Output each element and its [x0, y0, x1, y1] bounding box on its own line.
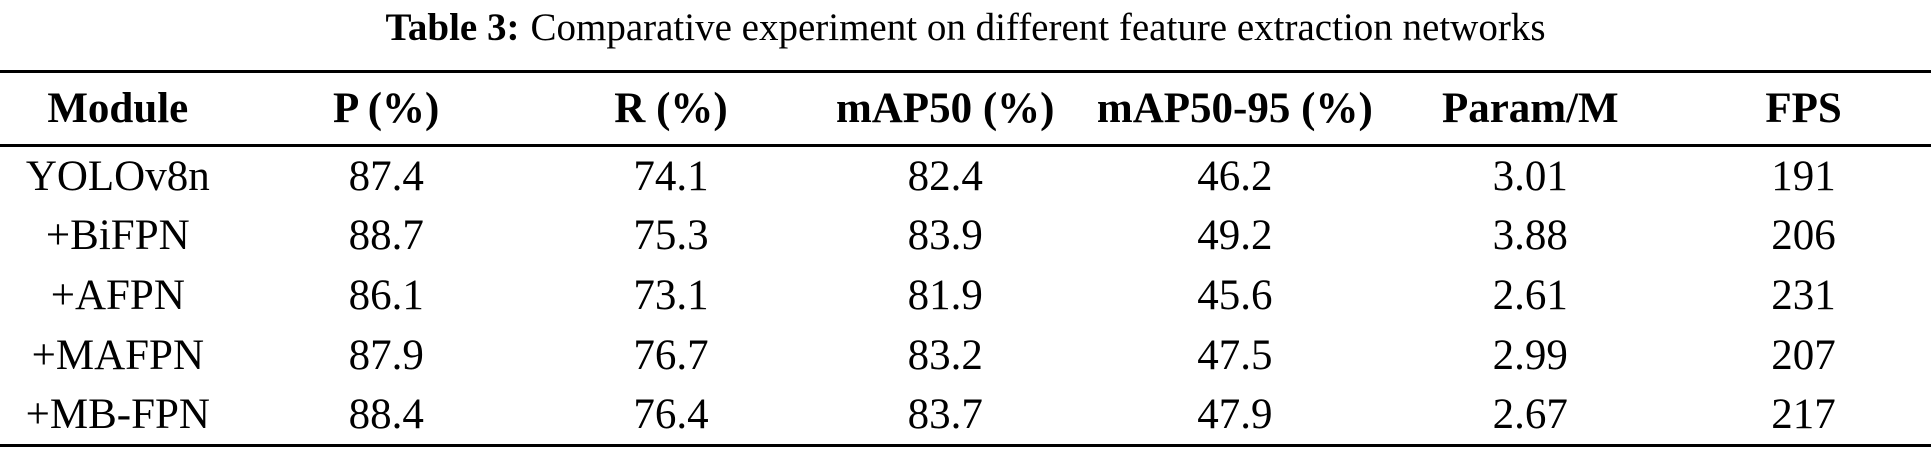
cell-param: 2.67	[1492, 391, 1568, 439]
table-row-afpn: +AFPN 86.1 73.1 81.9 45.6 2.61 231	[0, 266, 1931, 326]
cell-param: 2.99	[1492, 332, 1568, 379]
cell-fps: 207	[1771, 332, 1836, 379]
cell-r: 76.7	[633, 332, 709, 379]
cell-p: 87.9	[348, 332, 424, 379]
cell-module: +MAFPN	[31, 332, 204, 379]
table-caption: Table 3: Comparative experiment on differ…	[0, 0, 1931, 70]
cell-module: +MB-FPN	[25, 391, 210, 439]
cell-r: 75.3	[633, 212, 709, 259]
cell-p: 88.4	[348, 391, 424, 439]
column-header-fps: FPS	[1676, 71, 1931, 147]
table-row-mb-fpn: +MB-FPN 88.4 76.4 83.7 47.9 2.67 217	[0, 386, 1931, 446]
cell-p: 86.1	[348, 272, 424, 319]
table-row-mafpn: +MAFPN 87.9 76.7 83.2 47.5 2.99 207	[0, 326, 1931, 386]
cell-r: 76.4	[633, 391, 709, 439]
column-header-r: R (%)	[536, 71, 806, 147]
cell-r: 74.1	[633, 152, 709, 200]
column-header-map50-95: mAP50-95 (%)	[1085, 71, 1385, 147]
cell-module: +AFPN	[50, 272, 185, 319]
column-header-p: P (%)	[235, 71, 537, 147]
results-table: Module P (%) R (%) mAP50 (%) mAP50-95 (%…	[0, 70, 1931, 447]
table-row-bifpn: +BiFPN 88.7 75.3 83.9 49.2 3.88 206	[0, 206, 1931, 266]
cell-map50-95: 46.2	[1197, 152, 1273, 200]
cell-map50: 83.9	[907, 212, 983, 259]
cell-map50: 82.4	[907, 152, 983, 200]
cell-param: 2.61	[1492, 272, 1568, 319]
cell-fps: 191	[1771, 152, 1836, 200]
cell-map50-95: 49.2	[1197, 212, 1273, 259]
column-header-param: Param/M	[1384, 71, 1677, 147]
cell-p: 87.4	[348, 152, 424, 200]
cell-map50: 83.2	[907, 332, 983, 379]
cell-r: 73.1	[633, 272, 709, 319]
cell-map50-95: 45.6	[1197, 272, 1273, 319]
cell-fps: 231	[1771, 272, 1836, 319]
table-caption-text: Comparative experiment on different feat…	[530, 6, 1546, 49]
cell-map50-95: 47.9	[1197, 391, 1273, 439]
column-header-module: Module	[0, 71, 236, 147]
cell-module: +BiFPN	[45, 212, 190, 259]
cell-module: YOLOv8n	[25, 152, 210, 200]
table-caption-label: Table 3:	[385, 6, 520, 49]
table-row-yolov8n: YOLOv8n 87.4 74.1 82.4 46.2 3.01 191	[0, 146, 1931, 206]
cell-fps: 206	[1771, 212, 1836, 259]
column-header-map50: mAP50 (%)	[805, 71, 1086, 147]
cell-map50: 83.7	[907, 391, 983, 439]
cell-map50-95: 47.5	[1197, 332, 1273, 379]
header-row: Module P (%) R (%) mAP50 (%) mAP50-95 (%…	[0, 71, 1931, 147]
cell-param: 3.01	[1492, 152, 1568, 200]
cell-fps: 217	[1771, 391, 1836, 439]
cell-p: 88.7	[348, 212, 424, 259]
cell-map50: 81.9	[907, 272, 983, 319]
cell-param: 3.88	[1492, 212, 1568, 259]
